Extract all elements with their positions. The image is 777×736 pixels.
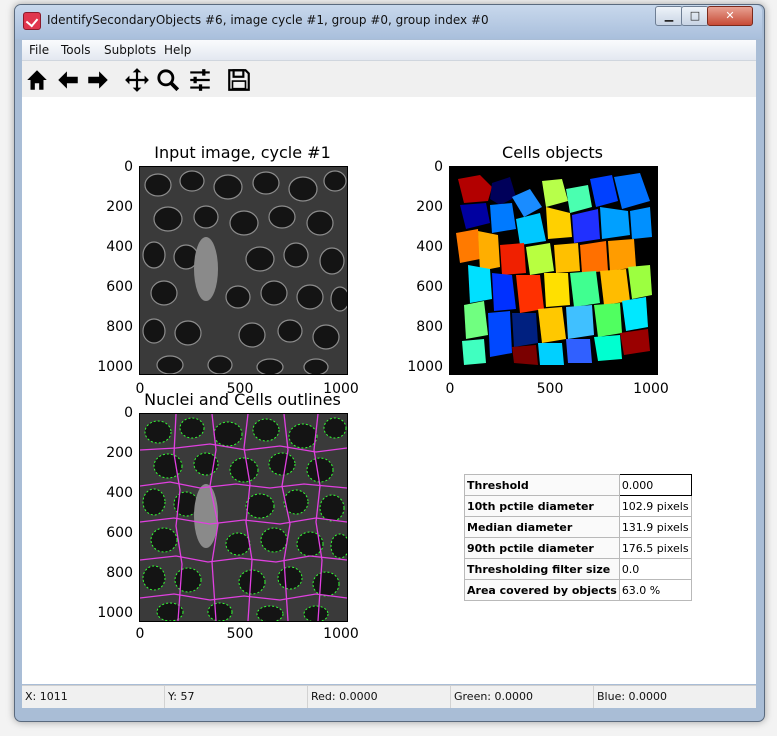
outlines-title: Nuclei and Cells outlines [144, 390, 341, 409]
cells-objects-image [450, 167, 657, 374]
table-row: Threshold 0.000 [464, 474, 692, 496]
home-icon[interactable] [24, 67, 50, 93]
close-button[interactable]: ✕ [707, 6, 753, 26]
stat-label: Threshold [464, 474, 620, 496]
y-tick: 1000 [97, 605, 133, 621]
y-tick: 800 [106, 565, 133, 581]
table-row: Area covered by objects 63.0 % [464, 579, 692, 601]
table-row: 90th pctile diameter 176.5 pixels [464, 537, 692, 559]
menu-help[interactable]: Help [164, 43, 192, 57]
menu-file[interactable]: File [29, 43, 50, 57]
menu-tools[interactable]: Tools [61, 43, 91, 57]
y-tick: 800 [416, 319, 443, 335]
stat-value: 63.0 % [618, 579, 692, 601]
app-icon[interactable] [23, 12, 41, 30]
stat-label: 10th pctile diameter [464, 495, 620, 517]
status-green: Green: 0.0000 [451, 686, 594, 708]
x-tick: 0 [135, 381, 145, 397]
y-tick: 1000 [97, 359, 133, 375]
title-bar[interactable] [15, 5, 762, 39]
table-row: Median diameter 131.9 pixels [464, 516, 692, 538]
minimize-button[interactable]: ▁ [655, 6, 683, 26]
status-blue: Blue: 0.0000 [597, 690, 668, 703]
minimize-icon: ▁ [664, 9, 674, 22]
forward-arrow-icon[interactable] [85, 67, 111, 93]
input-image-title: Input image, cycle #1 [154, 143, 331, 162]
y-tick: 0 [124, 159, 133, 175]
y-tick: 200 [106, 445, 133, 461]
y-tick: 600 [106, 525, 133, 541]
stat-value: 176.5 pixels [618, 537, 692, 559]
y-tick: 0 [434, 159, 443, 175]
stat-value: 0.000 [618, 474, 692, 496]
y-tick: 200 [106, 199, 133, 215]
close-icon: ✕ [725, 9, 735, 22]
x-tick: 500 [536, 381, 564, 397]
y-tick: 200 [416, 199, 443, 215]
configure-subplots-icon[interactable] [187, 67, 213, 93]
maximize-button[interactable]: □ [681, 6, 709, 26]
x-tick: 1000 [323, 381, 359, 397]
input-image [140, 167, 347, 374]
back-arrow-icon[interactable] [55, 67, 81, 93]
table-row: 10th pctile diameter 102.9 pixels [464, 495, 692, 517]
y-tick: 400 [106, 239, 133, 255]
cells-objects-title: Cells objects [502, 143, 603, 162]
y-tick: 400 [106, 485, 133, 501]
y-tick: 600 [106, 279, 133, 295]
measurements-table: Threshold 0.000 10th pctile diameter 102.9… [464, 474, 692, 601]
menu-bar: File Tools Subplots Help [22, 40, 756, 61]
stat-value: 131.9 pixels [618, 516, 692, 538]
y-tick: 0 [124, 405, 133, 421]
window-title: IdentifySecondaryObjects #6, image cycle… [47, 13, 489, 27]
x-tick: 1000 [323, 626, 359, 642]
toolbar [22, 61, 756, 98]
outlines-image [140, 414, 347, 621]
stat-label: Median diameter [464, 516, 620, 538]
x-tick: 500 [226, 626, 254, 642]
input-image-panel[interactable] [139, 166, 348, 375]
pan-icon[interactable] [124, 67, 150, 93]
stat-value: 0.0 [618, 558, 692, 580]
stat-label: Area covered by objects [464, 579, 620, 601]
stat-value: 102.9 pixels [618, 495, 692, 517]
x-tick: 500 [226, 381, 254, 397]
status-red: Red: 0.0000 [308, 686, 451, 708]
y-tick: 600 [416, 279, 443, 295]
y-tick: 1000 [407, 359, 443, 375]
stat-label: 90th pctile diameter [464, 537, 620, 559]
maximize-icon: □ [689, 9, 701, 22]
x-tick: 1000 [633, 381, 669, 397]
y-tick: 400 [416, 239, 443, 255]
menu-subplots[interactable]: Subplots [104, 43, 157, 57]
table-row: Thresholding filter size 0.0 [464, 558, 692, 580]
zoom-icon[interactable] [155, 67, 181, 93]
y-tick: 800 [106, 319, 133, 335]
cells-objects-panel[interactable] [449, 166, 658, 375]
x-tick: 0 [135, 626, 145, 642]
status-x: X: 1011 [22, 686, 165, 708]
status-y: Y: 57 [165, 686, 308, 708]
save-icon[interactable] [226, 67, 252, 93]
status-bar: X: 1011 Y: 57 Red: 0.0000 Green: 0.0000 … [22, 685, 756, 708]
stat-label: Thresholding filter size [464, 558, 620, 580]
outlines-panel[interactable] [139, 413, 348, 622]
x-tick: 0 [445, 381, 455, 397]
